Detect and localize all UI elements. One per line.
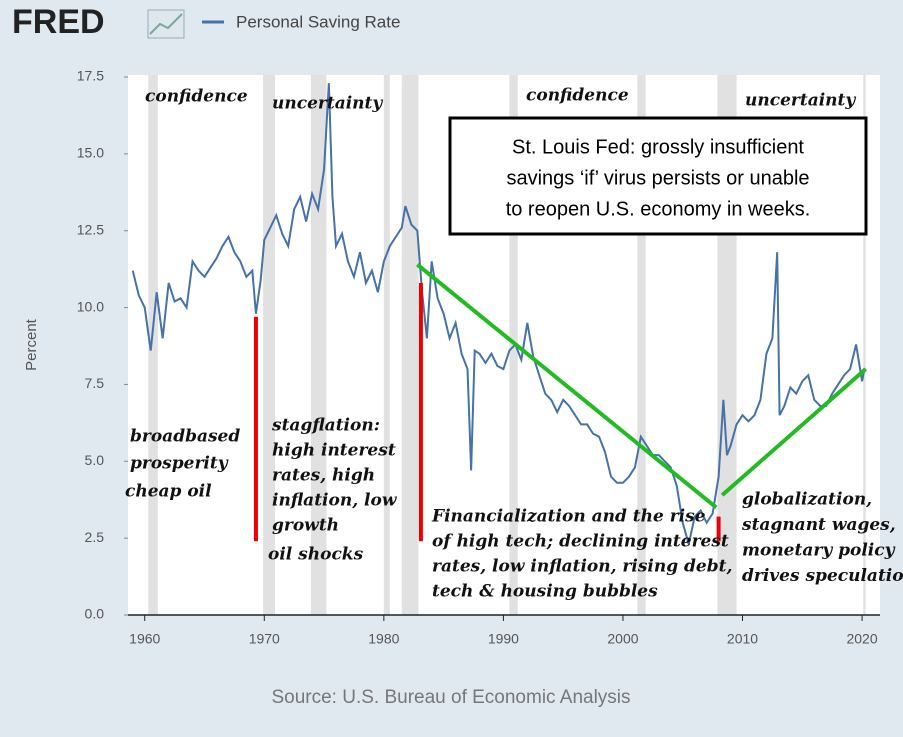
y-tick-label: 15.0 xyxy=(77,145,104,161)
annotation: Financialization and the rise xyxy=(431,507,706,527)
annotation: uncertainty xyxy=(745,91,856,111)
x-tick-label: 2010 xyxy=(727,631,758,647)
annotation: confidence xyxy=(526,86,629,106)
legend-label: Personal Saving Rate xyxy=(236,12,400,31)
annotation: uncertainty xyxy=(272,94,383,114)
x-tick-label: 1960 xyxy=(129,631,160,647)
recession-band xyxy=(263,75,276,615)
callout-text: to reopen U.S. economy in weeks. xyxy=(506,198,811,220)
y-tick-label: 12.5 xyxy=(77,221,104,237)
annotation: rates, low inflation, rising debt, xyxy=(432,557,732,577)
annotation: inflation, low xyxy=(272,491,398,511)
trend-line xyxy=(720,367,867,497)
callout-box xyxy=(448,116,868,236)
x-tick-label: 1970 xyxy=(249,631,280,647)
annotation: stagflation: xyxy=(271,416,380,436)
recession-band xyxy=(383,75,390,615)
y-tick-label: 5.0 xyxy=(85,452,105,468)
y-axis-label: Percent xyxy=(23,318,40,371)
annotation: confidence xyxy=(145,87,248,107)
recession-band xyxy=(310,75,327,615)
annotation: stagnant wages, xyxy=(741,515,896,535)
recession-band xyxy=(148,75,158,615)
annotation: prosperity xyxy=(130,454,229,474)
annotation: tech & housing bubbles xyxy=(432,582,658,602)
y-tick-label: 2.5 xyxy=(85,529,105,545)
recession-band xyxy=(401,75,419,615)
annotation: broadbased xyxy=(130,427,240,447)
annotation: rates, high xyxy=(272,466,375,486)
x-tick-label: 1980 xyxy=(368,631,399,647)
x-tick-label: 2020 xyxy=(846,631,877,647)
source: Source: U.S. Bureau of Economic Analysis xyxy=(271,687,630,708)
annotation: globalization, xyxy=(742,490,872,510)
annotation: high interest xyxy=(272,441,396,461)
logo: FRED xyxy=(12,3,105,41)
callout-text: St. Louis Fed: grossly insufficient xyxy=(512,136,804,158)
y-tick-label: 7.5 xyxy=(85,375,105,391)
annotation: drives speculation xyxy=(742,566,903,586)
annotation: growth xyxy=(272,516,339,536)
logo-icon xyxy=(147,9,185,39)
recession-band xyxy=(863,75,866,615)
recession-band xyxy=(637,75,646,615)
annotation: of high tech; declining interest xyxy=(432,532,729,552)
y-tick-label: 0.0 xyxy=(85,606,105,622)
y-tick-label: 10.0 xyxy=(77,298,104,314)
x-tick-label: 2000 xyxy=(607,631,638,647)
annotation: monetary policy xyxy=(742,541,896,561)
x-tick-label: 1990 xyxy=(488,631,519,647)
trend-line xyxy=(416,262,718,509)
callout-text: savings ‘if’ virus persists or unable xyxy=(506,167,809,189)
annotation: cheap oil xyxy=(125,482,212,502)
series-line xyxy=(131,83,866,545)
annotation: oil shocks xyxy=(268,545,364,565)
y-tick-label: 17.5 xyxy=(77,68,104,84)
